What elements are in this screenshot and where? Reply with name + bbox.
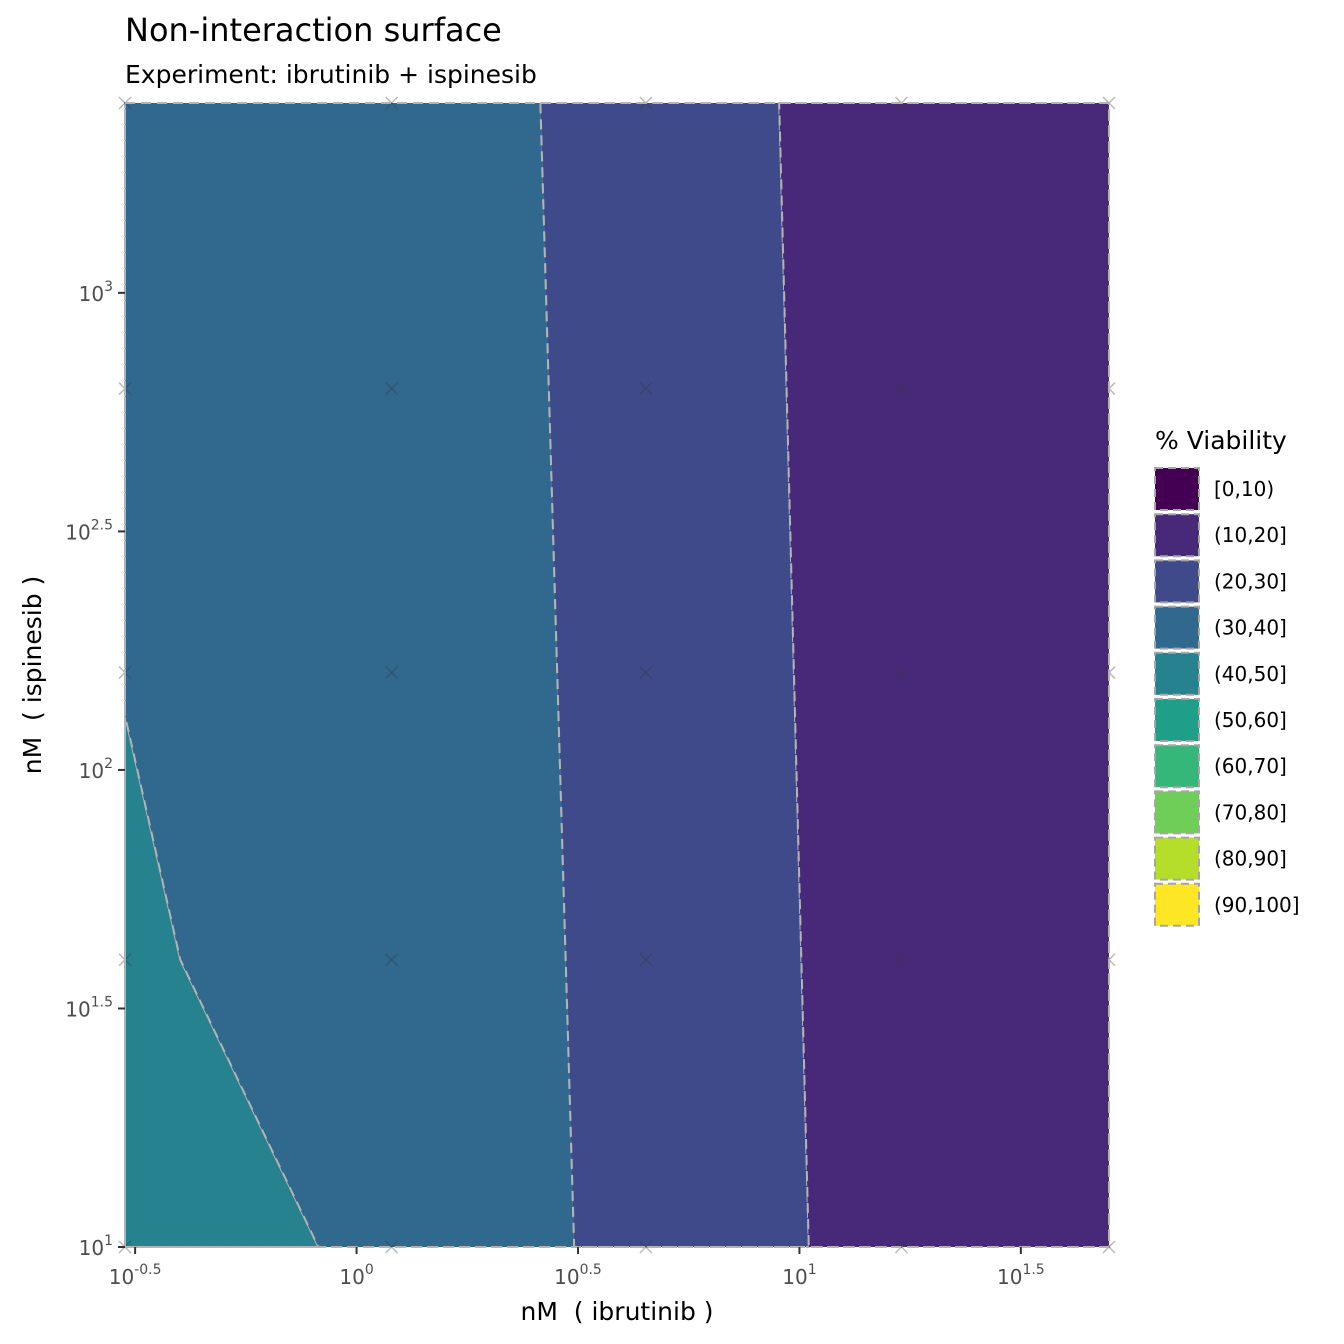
x-tick-label: 10-0.5 xyxy=(109,1262,162,1289)
dose-point-marker xyxy=(894,666,909,680)
plot-regions xyxy=(124,102,1110,1248)
legend-label: (40,50] xyxy=(1214,662,1287,686)
x-tick-label: 100 xyxy=(339,1262,373,1289)
dose-point-marker xyxy=(894,953,909,967)
y-tick-label: 103 xyxy=(79,279,113,306)
y-tick-label: 101 xyxy=(79,1233,113,1260)
x-tick-label: 101.5 xyxy=(997,1262,1045,1289)
legend-swatch xyxy=(1154,698,1200,742)
x-tick-label: 100.5 xyxy=(554,1262,602,1289)
legend-label: (90,100] xyxy=(1214,893,1300,917)
plot-border xyxy=(124,102,1110,1248)
legend-label: (20,30] xyxy=(1214,569,1287,593)
legend-label: [0,10) xyxy=(1214,477,1274,501)
y-tick-label: 102.5 xyxy=(65,517,113,544)
y-axis-label: nM ( ispinesib ) xyxy=(18,576,47,775)
legend-title: % Viability xyxy=(1155,426,1287,455)
chart-title: Non-interaction surface xyxy=(125,11,502,49)
legend-swatch xyxy=(1154,651,1200,696)
legend-item: (80,90] xyxy=(1154,836,1287,881)
legend-swatch xyxy=(1154,790,1200,835)
dose-point-marker xyxy=(639,382,653,396)
legend-label: (50,60] xyxy=(1214,708,1287,732)
contour-region-3 xyxy=(778,102,1110,1248)
y-tick-label: 102 xyxy=(79,756,113,783)
dose-point-marker xyxy=(385,96,399,110)
legend-item: (20,30] xyxy=(1154,559,1287,604)
legend-label: (60,70] xyxy=(1214,754,1287,778)
legend-swatch xyxy=(1154,513,1200,558)
legend-swatch xyxy=(1154,559,1200,604)
dose-point-marker xyxy=(639,953,653,967)
x-axis: 10-0.5 100 100.5 101 101.5 xyxy=(109,1247,1045,1289)
x-axis-label: nM ( ibrutinib ) xyxy=(520,1297,713,1326)
legend-item: (40,50] xyxy=(1154,651,1287,696)
legend-item: [0,10) xyxy=(1154,467,1274,511)
dose-point-marker xyxy=(639,666,653,680)
legend-label: (30,40] xyxy=(1214,616,1287,640)
dose-point-marker xyxy=(894,1240,909,1254)
x-tick-label: 101 xyxy=(782,1262,816,1289)
legend-item: (70,80] xyxy=(1154,790,1287,835)
legend-swatch xyxy=(1154,467,1200,511)
dose-point-marker xyxy=(385,1240,399,1254)
legend-item: (50,60] xyxy=(1154,698,1287,742)
legend-item: (30,40] xyxy=(1154,605,1287,650)
legend-item: (10,20] xyxy=(1154,513,1287,558)
legend-label: (10,20] xyxy=(1214,523,1287,547)
legend-item: (60,70] xyxy=(1154,744,1287,789)
legend-swatch xyxy=(1154,836,1200,881)
dose-point-marker xyxy=(894,382,909,396)
legend-swatch xyxy=(1154,605,1200,650)
dose-point-marker xyxy=(385,666,399,680)
legend: [0,10) (10,20] (20,30] (30,40] (40,50] (50,60… xyxy=(1154,467,1300,927)
legend-swatch xyxy=(1154,744,1200,789)
y-axis: 101 101.5 102 102.5 103 xyxy=(65,279,125,1260)
legend-swatch xyxy=(1154,882,1200,927)
chart-subtitle: Experiment: ibrutinib + ispinesib xyxy=(125,60,537,89)
dose-point-marker xyxy=(639,1240,653,1254)
legend-label: (80,90] xyxy=(1214,847,1287,871)
y-tick-label: 101.5 xyxy=(65,994,113,1021)
contour-region-2 xyxy=(539,102,810,1248)
contour-region-0 xyxy=(124,715,320,1248)
legend-item: (90,100] xyxy=(1154,882,1300,927)
dose-point-marker xyxy=(385,382,399,396)
dose-point-marker xyxy=(385,953,399,967)
legend-label: (70,80] xyxy=(1214,800,1287,824)
